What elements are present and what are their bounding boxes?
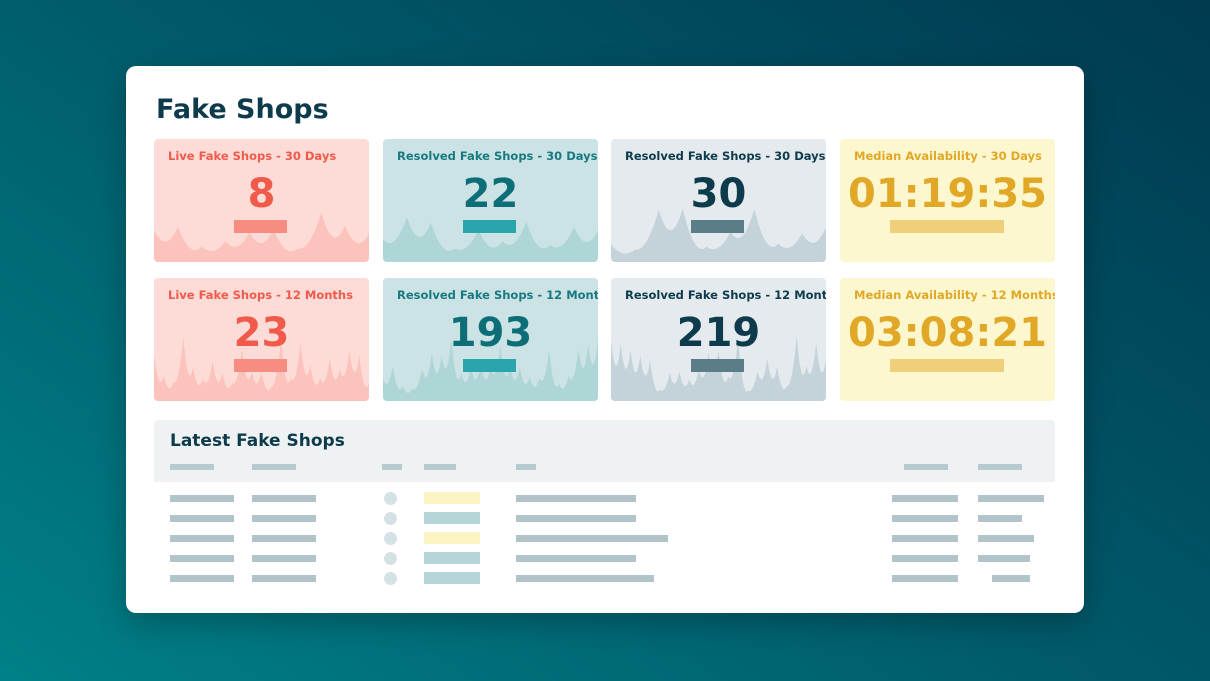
cell-placeholder: [516, 555, 636, 562]
page-title: Fake Shops: [156, 94, 329, 125]
column-header-placeholder[interactable]: [516, 464, 536, 470]
card-bar: [890, 220, 1004, 233]
cell-placeholder: [978, 535, 1034, 542]
column-header-placeholder[interactable]: [978, 464, 1022, 470]
cell-placeholder: [516, 515, 636, 522]
stat-card[interactable]: Resolved Fake Shops - 12 Months 193: [383, 278, 598, 401]
card-value: 22: [462, 171, 519, 217]
cell-placeholder: [892, 575, 958, 582]
column-header-placeholder[interactable]: [252, 464, 296, 470]
card-value: 193: [448, 310, 533, 356]
cell-placeholder: [170, 515, 234, 522]
table-title: Latest Fake Shops: [170, 431, 345, 451]
sparkline-background: [611, 208, 826, 262]
sparkline-background: [383, 216, 598, 262]
stat-card[interactable]: Median Availability - 30 Days 01:19:35: [840, 139, 1055, 262]
cell-placeholder: [992, 575, 1030, 582]
stat-card[interactable]: Resolved Fake Shops - 30 Days 22: [383, 139, 598, 262]
sparkline-background: [154, 336, 369, 401]
column-header-placeholder[interactable]: [424, 464, 456, 470]
cell-placeholder: [170, 555, 234, 562]
card-value: 8: [247, 171, 276, 217]
cell-placeholder: [252, 575, 316, 582]
card-value: 23: [233, 310, 290, 356]
card-bar: [463, 220, 516, 233]
cell-placeholder: [978, 555, 1030, 562]
status-dot-icon: [384, 492, 397, 505]
status-badge: [424, 572, 480, 584]
cell-placeholder: [892, 555, 958, 562]
card-value: 01:19:35: [848, 171, 1047, 217]
card-label: Resolved Fake Shops - 12 Months: [397, 288, 598, 302]
cell-placeholder: [170, 575, 234, 582]
card-label: Live Fake Shops - 12 Months: [168, 288, 353, 302]
card-label: Live Fake Shops - 30 Days: [168, 149, 337, 163]
status-badge: [424, 512, 480, 524]
column-header-placeholder[interactable]: [382, 464, 402, 470]
cell-placeholder: [252, 555, 316, 562]
card-bar: [234, 359, 287, 372]
status-badge: [424, 492, 480, 504]
card-bar: [691, 220, 744, 233]
card-bar: [234, 220, 287, 233]
card-bar: [463, 359, 516, 372]
status-dot-icon: [384, 552, 397, 565]
card-bar: [691, 359, 744, 372]
cell-placeholder: [516, 575, 654, 582]
stat-card[interactable]: Resolved Fake Shops - 12 Months 219: [611, 278, 826, 401]
card-bar: [890, 359, 1004, 372]
column-header-placeholder[interactable]: [904, 464, 948, 470]
cell-placeholder: [252, 515, 316, 522]
cell-placeholder: [252, 495, 316, 502]
status-dot-icon: [384, 512, 397, 525]
cell-placeholder: [252, 535, 316, 542]
stat-card[interactable]: Resolved Fake Shops - 30 Days 30: [611, 139, 826, 262]
card-value: 30: [690, 171, 747, 217]
cell-placeholder: [892, 495, 958, 502]
card-value: 219: [676, 310, 761, 356]
cell-placeholder: [170, 495, 234, 502]
column-header-placeholder[interactable]: [170, 464, 214, 470]
cell-placeholder: [892, 515, 958, 522]
sparkline-background: [154, 212, 369, 262]
status-badge: [424, 552, 480, 564]
card-label: Median Availability - 30 Days: [854, 149, 1042, 163]
stat-card[interactable]: Median Availability - 12 Months 03:08:21: [840, 278, 1055, 401]
card-label: Resolved Fake Shops - 12 Months: [625, 288, 826, 302]
latest-fake-shops-table-header: Latest Fake Shops: [154, 420, 1055, 482]
cell-placeholder: [978, 495, 1044, 502]
card-label: Resolved Fake Shops - 30 Days: [625, 149, 826, 163]
stat-card[interactable]: Live Fake Shops - 30 Days 8: [154, 139, 369, 262]
card-label: Median Availability - 12 Months: [854, 288, 1055, 302]
cell-placeholder: [978, 515, 1022, 522]
card-label: Resolved Fake Shops - 30 Days: [397, 149, 598, 163]
status-badge: [424, 532, 480, 544]
cell-placeholder: [516, 495, 636, 502]
card-value: 03:08:21: [848, 310, 1047, 356]
cell-placeholder: [892, 535, 958, 542]
cell-placeholder: [170, 535, 234, 542]
stat-card[interactable]: Live Fake Shops - 12 Months 23: [154, 278, 369, 401]
dashboard-panel: Fake Shops Live Fake Shops - 30 Days 8 Res…: [126, 66, 1084, 613]
status-dot-icon: [384, 532, 397, 545]
cell-placeholder: [516, 535, 668, 542]
status-dot-icon: [384, 572, 397, 585]
